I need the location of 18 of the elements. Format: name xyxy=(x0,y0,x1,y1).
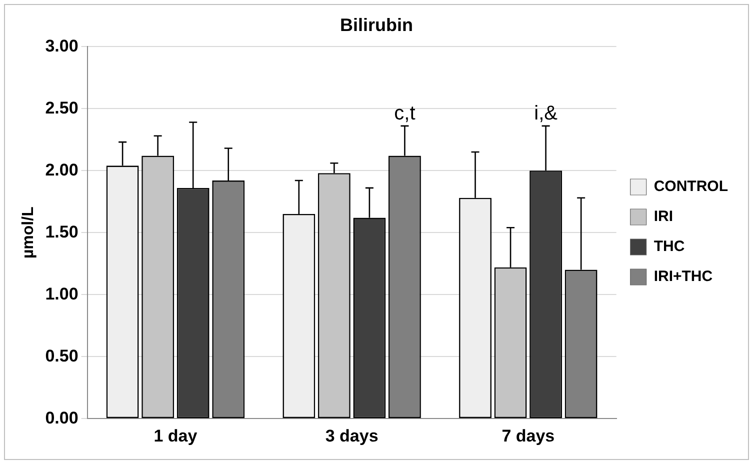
y-tick-label: 2.00 xyxy=(45,160,78,180)
x-tick-label: 1 day xyxy=(154,426,198,446)
chart-title: Bilirubin xyxy=(340,14,413,35)
y-tick-label: 1.50 xyxy=(45,222,78,242)
x-tick-label: 7 days xyxy=(502,426,555,446)
y-tick-label: 0.50 xyxy=(45,346,78,366)
y-tick-label: 3.00 xyxy=(45,36,78,56)
data-label: i,& xyxy=(534,102,558,124)
legend-label: IRI xyxy=(654,208,674,226)
y-tick-label: 1.00 xyxy=(45,284,78,304)
x-tick-label: 3 days xyxy=(325,426,378,446)
legend-label: THC xyxy=(654,238,685,256)
y-tick-label: 0.00 xyxy=(45,408,78,428)
y-axis-title: µmol/L xyxy=(20,206,38,259)
legend-label: IRI+THC xyxy=(654,268,713,286)
y-tick-label: 2.50 xyxy=(45,98,78,118)
data-label: c,t xyxy=(394,102,416,124)
legend-label: CONTROL xyxy=(654,178,728,196)
